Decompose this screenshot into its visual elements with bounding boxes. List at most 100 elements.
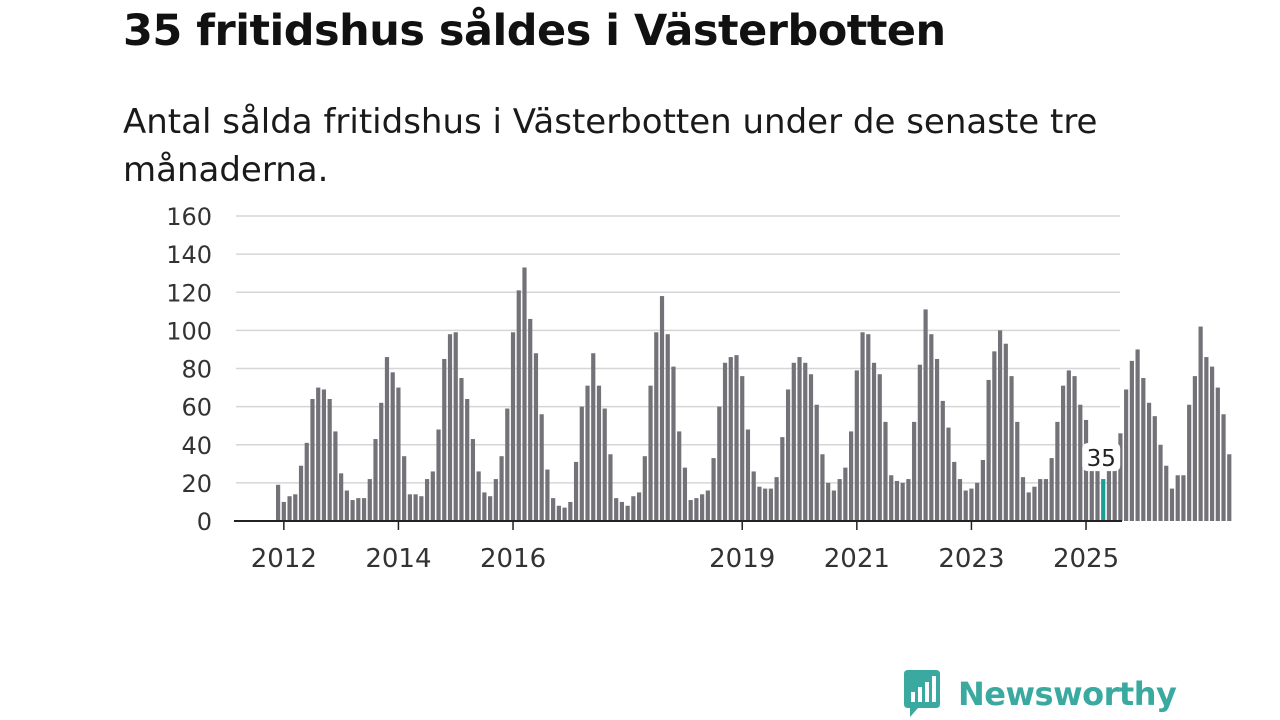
bar (1175, 475, 1180, 521)
bar (631, 496, 636, 521)
bar (602, 408, 607, 521)
bar (1192, 376, 1197, 521)
x-tick-label: 2025 (1053, 544, 1119, 574)
bar (940, 400, 945, 521)
y-tick-label: 80 (181, 356, 212, 384)
bar (1158, 444, 1163, 521)
bar (333, 431, 338, 521)
bar (986, 379, 991, 521)
bar (849, 431, 854, 521)
bar (287, 496, 292, 521)
bar (516, 290, 521, 521)
bar (1152, 416, 1157, 521)
bar (591, 353, 596, 521)
chart-title: 35 fritidshus såldes i Västerbotten (123, 6, 946, 56)
bar (344, 490, 349, 521)
y-tick-label: 160 (166, 203, 212, 231)
bar-chart-speech-bubble-icon (904, 670, 940, 717)
bar (997, 330, 1003, 521)
bar (1181, 475, 1186, 521)
bar (889, 475, 894, 521)
newsworthy-logo: Newsworthy (902, 670, 1177, 718)
bar (877, 374, 882, 521)
bar (470, 439, 476, 521)
bar (923, 309, 928, 521)
bar (797, 357, 802, 521)
bars (276, 267, 1232, 521)
bar (1204, 357, 1209, 521)
bar (1072, 376, 1077, 521)
x-tick-label: 2012 (251, 544, 317, 574)
bar (700, 494, 705, 521)
x-tick-label: 2014 (365, 544, 431, 574)
bar (1198, 326, 1203, 521)
bar (768, 488, 773, 521)
bar (556, 505, 561, 521)
bar (694, 498, 699, 521)
bar (459, 378, 464, 521)
bar (361, 498, 367, 521)
bar-highlighted (1101, 479, 1106, 521)
y-tick-label: 120 (166, 279, 212, 307)
bar (1221, 414, 1226, 521)
bar (734, 355, 739, 521)
bar (1049, 458, 1054, 521)
y-tick-label: 40 (181, 432, 212, 460)
bar (551, 498, 556, 521)
bar (1106, 461, 1112, 521)
bar (866, 334, 871, 521)
bar (1015, 421, 1020, 521)
value-label-background (1082, 443, 1121, 472)
bar (929, 334, 934, 521)
bar (424, 479, 430, 521)
bar (957, 479, 963, 521)
bar (510, 332, 516, 521)
bar (488, 496, 493, 521)
bar (705, 490, 710, 521)
logo-text: Newsworthy (958, 675, 1177, 713)
bar (298, 465, 304, 521)
bar (751, 471, 756, 521)
bar (912, 421, 917, 521)
x-tick-label: 2016 (480, 544, 546, 574)
bar (447, 334, 453, 521)
bar (780, 437, 785, 521)
bar (396, 387, 401, 521)
bar (883, 421, 888, 521)
bar (1227, 454, 1232, 521)
bar (642, 456, 647, 521)
bar (476, 471, 481, 521)
x-tick-label: 2019 (709, 544, 775, 574)
bar (390, 372, 395, 521)
bar (728, 357, 733, 521)
bar (619, 501, 624, 521)
bar (367, 479, 372, 521)
bar (407, 494, 412, 521)
bar (1215, 387, 1220, 521)
bar (1020, 477, 1026, 521)
bar (1209, 366, 1215, 521)
bar (946, 427, 951, 521)
bar (539, 414, 544, 521)
bar (614, 498, 619, 521)
bar (310, 399, 315, 521)
bar (1129, 360, 1134, 521)
bar (831, 490, 837, 521)
bar (1187, 404, 1192, 521)
bar (969, 488, 974, 521)
y-tick-label: 60 (181, 394, 212, 422)
bar (1061, 385, 1066, 521)
bar (482, 492, 487, 521)
bar (533, 353, 539, 521)
bar (356, 498, 361, 521)
bar (717, 406, 722, 521)
bar (677, 431, 682, 521)
bar (1038, 479, 1043, 521)
bar (281, 501, 286, 521)
bar (963, 490, 968, 521)
bar (659, 296, 665, 521)
bar (579, 406, 584, 521)
x-tick-label: 2023 (938, 544, 1004, 574)
bar (854, 370, 859, 521)
